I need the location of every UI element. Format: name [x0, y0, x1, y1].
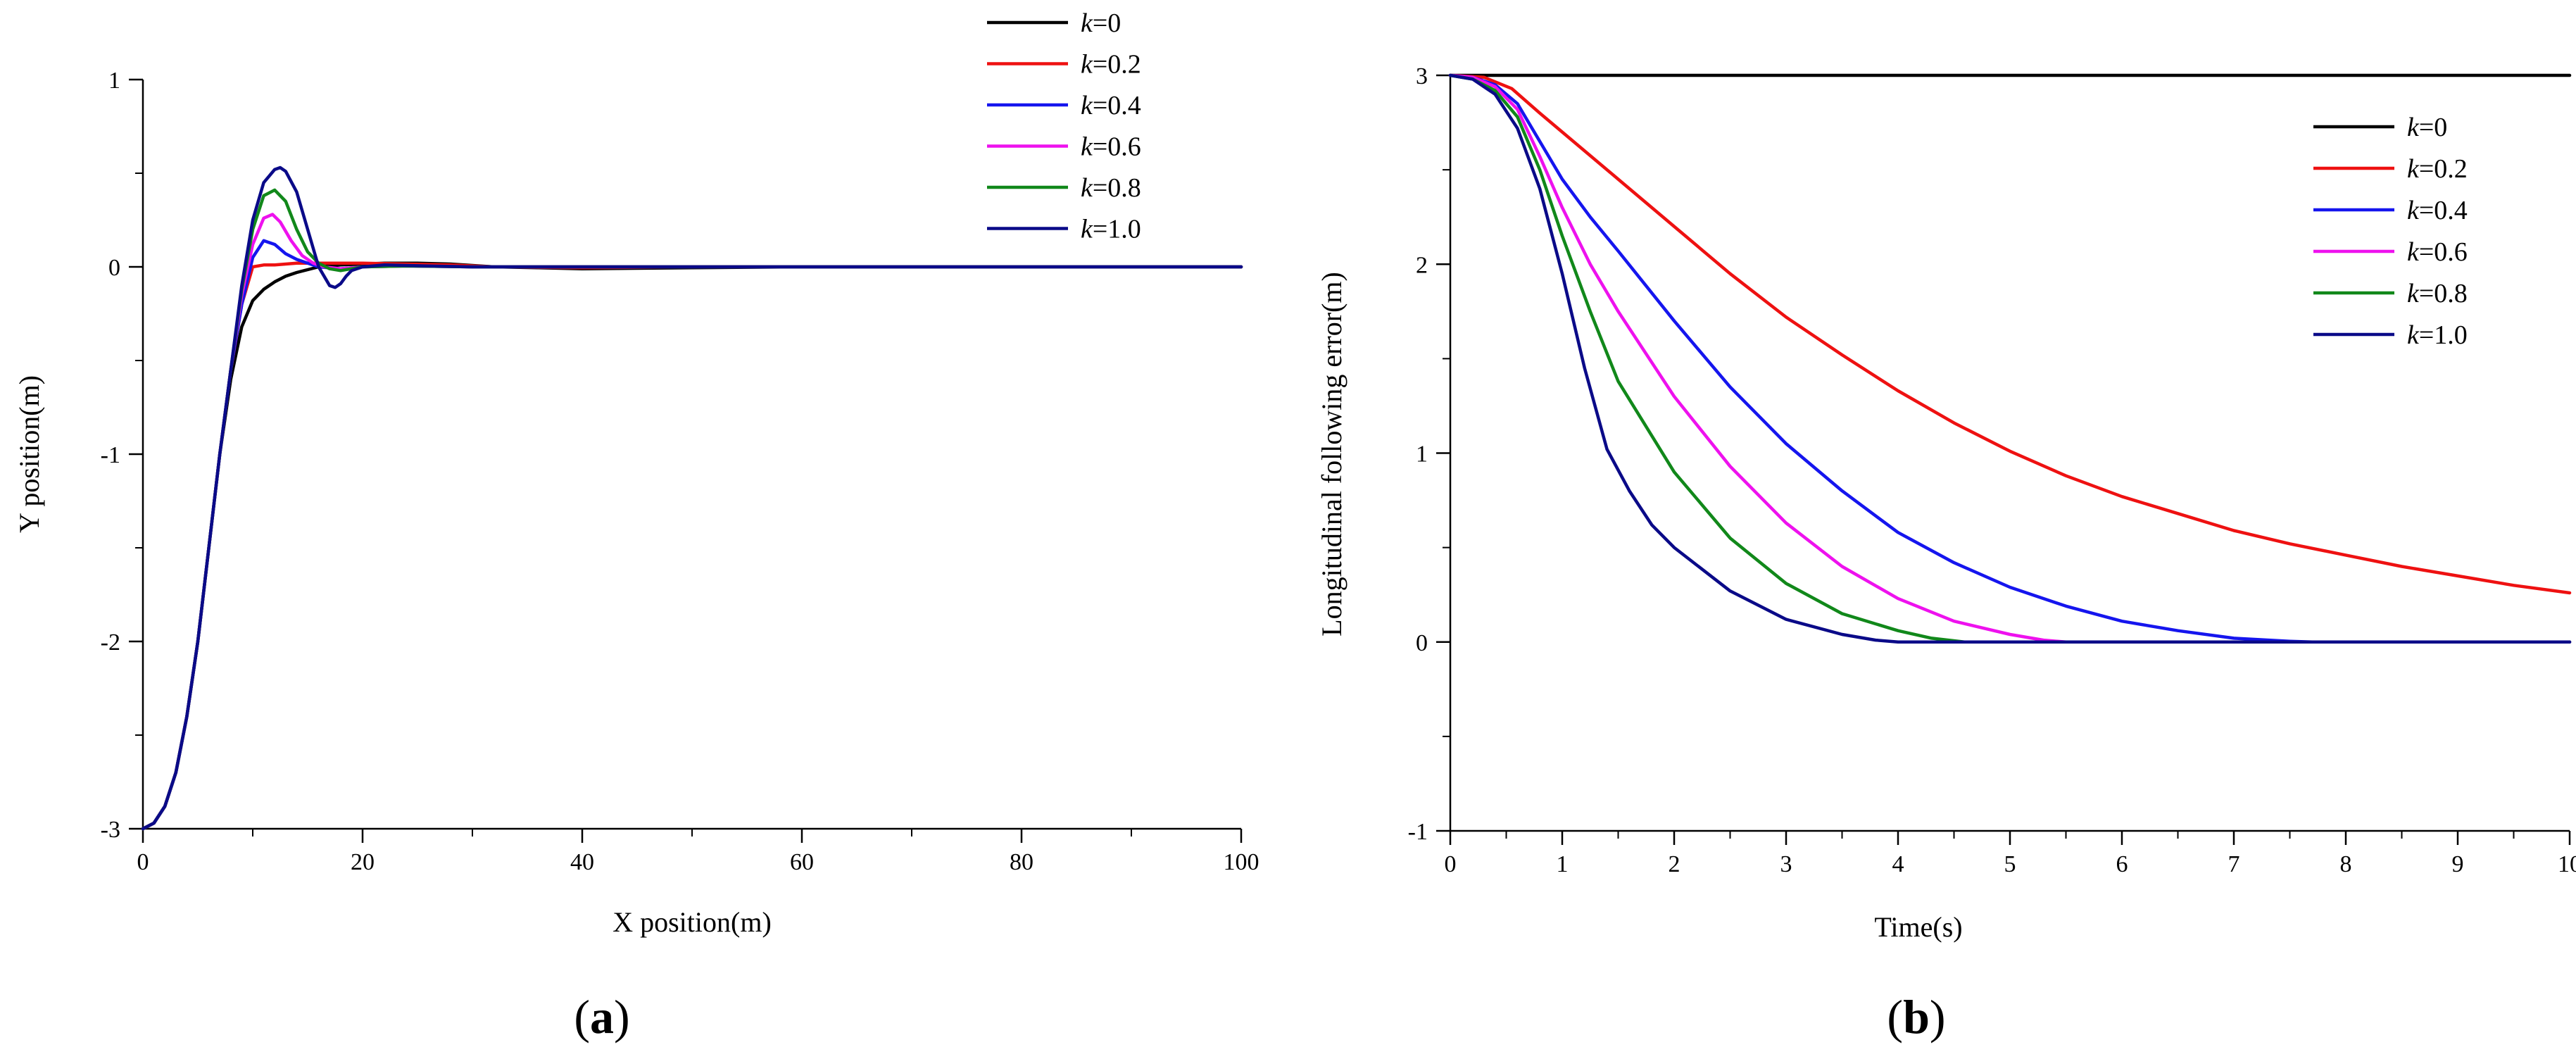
series-line-k=0 [141, 261, 1243, 831]
panel-label: (a) [574, 990, 629, 1044]
legend-label: k=1.0 [2407, 320, 2468, 350]
x-tick-label: 6 [2116, 851, 2128, 877]
x-tick-label: 7 [2228, 851, 2240, 877]
legend-label: k=0.4 [2407, 196, 2468, 225]
x-tick-label: 9 [2452, 851, 2464, 877]
legend-label: k=0.8 [1081, 173, 1141, 203]
x-tick-label: 40 [570, 849, 594, 875]
legend-label: k=0.6 [2407, 237, 2468, 267]
y-tick-label: -1 [101, 442, 120, 468]
x-tick-label: 3 [1780, 851, 1792, 877]
x-tick-label: 0 [137, 849, 149, 875]
series-line-k=0.8 [1448, 73, 2572, 644]
series-line-k=0.8 [141, 188, 1243, 831]
x-tick-label: 5 [2004, 851, 2016, 877]
x-tick-label: 0 [1445, 851, 1457, 877]
y-tick-label: -1 [1408, 819, 1428, 845]
legend-label: k=0.4 [1081, 91, 1141, 120]
x-tick-label: 10 [2558, 851, 2576, 877]
series-line-k=0.6 [141, 213, 1243, 831]
y-tick-label: 3 [1416, 63, 1428, 89]
y-axis-title: Y position(m) [13, 375, 45, 533]
x-tick-label: 1 [1557, 851, 1569, 877]
series-line-k=0.6 [1448, 73, 2572, 644]
legend-label: k=0 [2407, 113, 2447, 142]
x-tick-label: 8 [2340, 851, 2352, 877]
series-line-k=0.4 [141, 239, 1243, 831]
y-tick-label: 1 [1416, 441, 1428, 468]
series-line-k=1.0 [1448, 73, 2572, 644]
y-tick-label: 0 [1416, 630, 1428, 656]
x-tick-label: 4 [1892, 851, 1904, 877]
y-tick-label: 0 [108, 255, 120, 281]
legend-label: k=1.0 [1081, 215, 1141, 244]
series-line-k=1.0 [141, 165, 1243, 831]
y-tick-label: -2 [101, 629, 120, 656]
y-tick-label: 1 [108, 68, 120, 94]
series-line-k=0.4 [1448, 73, 2572, 644]
x-tick-label: 80 [1010, 849, 1033, 875]
series-line-k=0.2 [1448, 73, 2572, 595]
x-tick-label: 60 [790, 849, 814, 875]
legend-label: k=0 [1081, 8, 1121, 38]
y-axis-title: Longitudinal following error(m) [1316, 272, 1347, 637]
panel-label: (b) [1887, 990, 1945, 1044]
panel-b-chart: 0 1 2 3 4 5 6 7 8 9 10 -1 0 1 2 3 Time(s) Longitudinal fo… [1316, 63, 2576, 1044]
legend-label: k=0.6 [1081, 132, 1141, 162]
legend-label: k=0.2 [1081, 50, 1141, 80]
legend-label: k=0.8 [2407, 279, 2468, 308]
x-tick-label: 100 [1224, 849, 1259, 875]
series-line-k=0.2 [141, 261, 1243, 831]
y-tick-label: -3 [101, 817, 120, 843]
y-tick-label: 2 [1416, 252, 1428, 278]
legend-label: k=0.2 [2407, 154, 2468, 184]
panel-a-chart: 0 20 40 60 80 100 -3 -2 -1 0 1 X position(m) Y posit… [13, 8, 1259, 1044]
x-axis-title: Time(s) [1874, 911, 1962, 943]
x-tick-label: 20 [351, 849, 375, 875]
x-tick-label: 2 [1669, 851, 1680, 877]
x-axis-title: X position(m) [612, 906, 772, 938]
